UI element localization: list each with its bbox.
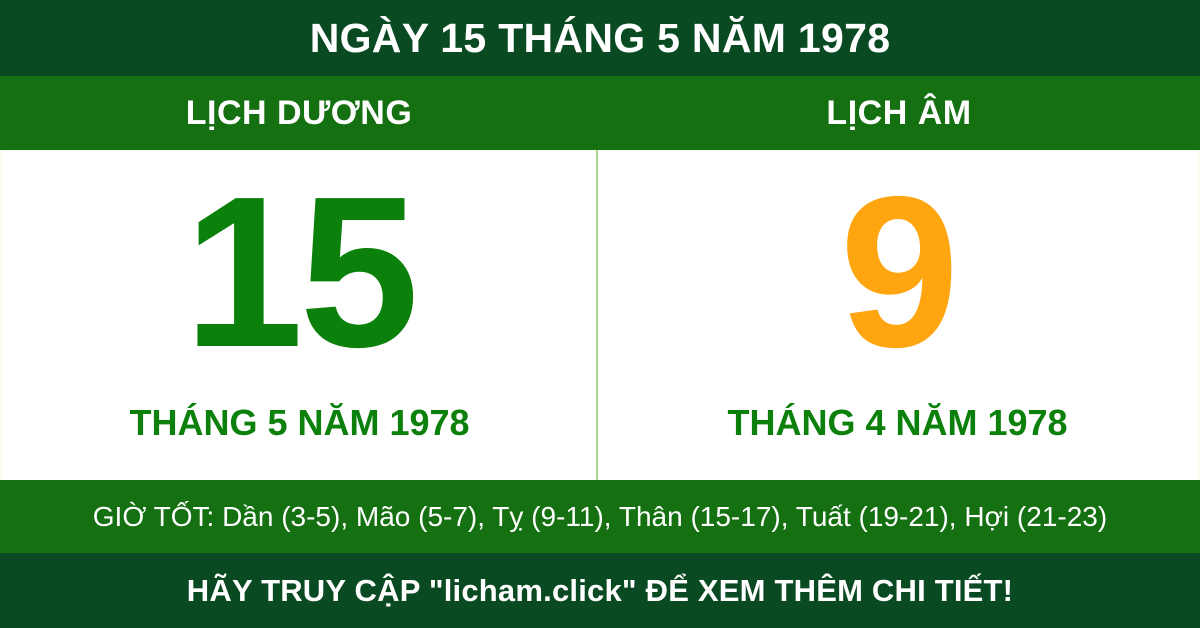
solar-column-header: LỊCH DƯƠNG	[0, 76, 598, 150]
solar-date-panel: 15 THÁNG 5 NĂM 1978	[3, 150, 598, 480]
lunar-month-year: THÁNG 4 NĂM 1978	[727, 402, 1068, 443]
good-hours-text: GIỜ TỐT: Dần (3-5), Mão (5-7), Tỵ (9-11)…	[92, 500, 1108, 532]
footer-cta-text: HÃY TRUY CẬP "licham.click" ĐỂ XEM THÊM …	[186, 573, 1014, 608]
header-bar: NGÀY 15 THÁNG 5 NĂM 1978	[0, 0, 1200, 76]
lunar-date-panel: 9 THÁNG 4 NĂM 1978	[598, 150, 1197, 480]
calendar-type-bar: LỊCH DƯƠNG LỊCH ÂM	[0, 76, 1200, 150]
solar-day-number: 15	[183, 151, 419, 392]
lunar-column-label: LỊCH ÂM	[826, 94, 972, 132]
lunar-column-header: LỊCH ÂM	[598, 76, 1200, 150]
footer-bar: HÃY TRUY CẬP "licham.click" ĐỂ XEM THÊM …	[0, 553, 1200, 628]
lunar-day-number: 9	[839, 151, 960, 392]
calendar-panels: 15 THÁNG 5 NĂM 1978 9 THÁNG 4 NĂM 1978	[0, 150, 1200, 480]
solar-month-year: THÁNG 5 NĂM 1978	[129, 402, 470, 443]
solar-column-label: LỊCH DƯƠNG	[185, 94, 413, 132]
page-title: NGÀY 15 THÁNG 5 NĂM 1978	[309, 14, 891, 61]
good-hours-bar: GIỜ TỐT: Dần (3-5), Mão (5-7), Tỵ (9-11)…	[0, 480, 1200, 553]
